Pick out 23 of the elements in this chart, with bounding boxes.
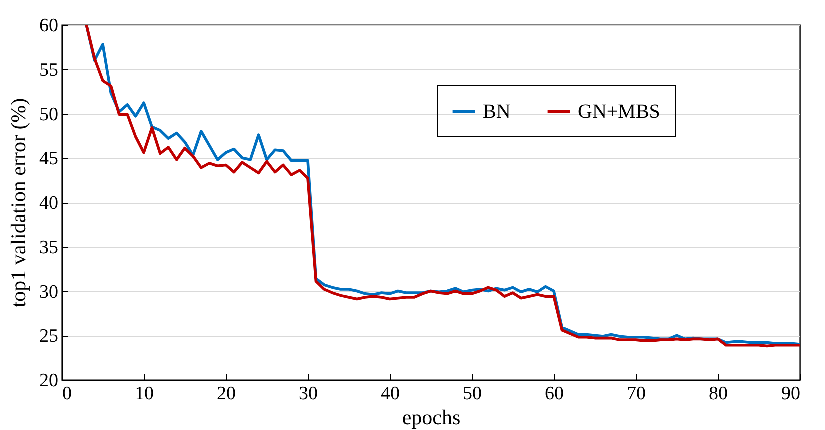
x-tick-label: 80: [709, 384, 728, 404]
y-axis-title: top1 validation error (%): [6, 98, 30, 308]
x-tick-label: 0: [62, 384, 72, 404]
x-tick-label: 70: [627, 384, 646, 404]
x-tick-label: 40: [381, 384, 400, 404]
y-tick-label: 45: [40, 148, 58, 170]
x-tick-label: 90: [782, 384, 800, 404]
x-tick-label: 30: [299, 384, 318, 404]
x-tick-label: 60: [545, 384, 564, 404]
y-tick-label: 50: [40, 104, 58, 126]
x-tick-label: 20: [217, 384, 236, 404]
y-tick-label: 40: [40, 193, 58, 214]
y-tick-label: 60: [40, 16, 58, 36]
x-tick-label: 50: [463, 384, 482, 404]
legend-label: BN: [483, 101, 511, 123]
y-tick-label: 30: [40, 282, 58, 303]
y-tick-label: 35: [40, 237, 58, 258]
x-axis-title: epochs: [402, 406, 461, 430]
legend-label: GN+MBS: [578, 101, 660, 123]
y-tick-label: 20: [40, 370, 58, 392]
x-tick-label: 10: [135, 384, 154, 404]
y-tick-label: 55: [40, 60, 58, 81]
y-tick-label: 25: [40, 326, 58, 348]
